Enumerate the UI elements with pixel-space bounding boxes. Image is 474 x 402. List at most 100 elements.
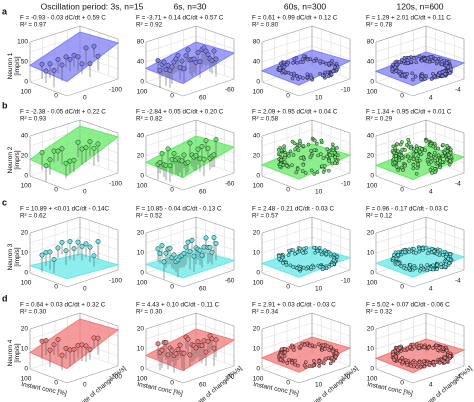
data-point bbox=[301, 144, 306, 148]
data-point bbox=[302, 342, 307, 347]
data-point bbox=[442, 249, 447, 254]
z-tick-label: 40 bbox=[21, 133, 29, 140]
data-point bbox=[187, 140, 193, 146]
data-point bbox=[39, 338, 45, 344]
data-point bbox=[157, 251, 163, 256]
x-tick-label: 0 bbox=[400, 187, 404, 194]
z-tick-label: 20 bbox=[137, 153, 145, 160]
data-point bbox=[169, 64, 175, 70]
z-tick-label: 0 bbox=[140, 173, 144, 180]
data-point bbox=[305, 72, 310, 77]
data-point bbox=[55, 148, 61, 154]
box-edge bbox=[79, 226, 119, 241]
data-point bbox=[301, 265, 306, 270]
data-point bbox=[438, 165, 443, 170]
y-axis-label-line: Neuron 4 bbox=[7, 339, 14, 366]
z-tick-label: 0 bbox=[140, 366, 144, 373]
data-point bbox=[309, 75, 313, 80]
data-point bbox=[428, 143, 433, 148]
box-edge bbox=[412, 269, 465, 288]
row-letter: c bbox=[2, 197, 7, 207]
data-point bbox=[301, 54, 306, 59]
data-point bbox=[327, 168, 331, 173]
data-point bbox=[417, 246, 422, 251]
box-edge bbox=[145, 81, 184, 97]
data-point bbox=[197, 247, 203, 253]
data-point bbox=[411, 166, 416, 171]
z-tick-label: 20 bbox=[21, 230, 29, 237]
panel: F = 2.91 + 0.03 dC/dt - 0.03 CR² = 0.34 2… bbox=[252, 302, 360, 402]
y-axis-label-line: [imp/s] bbox=[14, 150, 21, 169]
data-point bbox=[203, 349, 209, 355]
data-point bbox=[59, 239, 65, 245]
box-edge bbox=[375, 35, 427, 53]
data-point bbox=[286, 153, 291, 158]
z-tick-label: 100 bbox=[17, 39, 28, 46]
data-point bbox=[297, 143, 302, 148]
box-edge bbox=[195, 216, 235, 231]
data-point bbox=[282, 144, 287, 149]
equation: F = 0.96 - 0.17 dC/dt - 0.03 C bbox=[366, 206, 449, 213]
data-point bbox=[447, 261, 452, 266]
x-tick-label: 0 bbox=[54, 187, 58, 194]
r-squared: R² = 0.57 bbox=[252, 213, 279, 220]
r-squared: R² = 0.29 bbox=[366, 116, 393, 123]
r-squared: R² = 0.32 bbox=[366, 309, 393, 316]
data-point bbox=[445, 143, 449, 148]
box-edge bbox=[145, 216, 197, 234]
data-point bbox=[167, 163, 173, 168]
column-header: 120s, n=600 bbox=[396, 1, 443, 11]
x-tick-label: 0 bbox=[400, 380, 404, 387]
data-point bbox=[175, 53, 181, 58]
z-tick-label: 20 bbox=[21, 326, 29, 333]
data-point bbox=[420, 246, 425, 251]
box-edge bbox=[182, 269, 235, 288]
box-edge bbox=[311, 322, 351, 337]
data-point bbox=[444, 157, 449, 162]
data-point bbox=[298, 75, 302, 79]
data-point bbox=[207, 244, 213, 250]
data-point bbox=[402, 55, 407, 60]
data-point bbox=[442, 58, 447, 63]
data-point bbox=[293, 147, 297, 152]
data-point bbox=[423, 148, 428, 153]
equation: F = 1.34 + 0.95 dC/dt + 0.01 C bbox=[366, 109, 452, 116]
data-point bbox=[317, 364, 322, 368]
data-point bbox=[330, 355, 334, 360]
data-point bbox=[433, 56, 438, 61]
row-letter: b bbox=[2, 100, 8, 110]
y-tick-label: 10 bbox=[315, 189, 323, 196]
data-point bbox=[405, 362, 409, 367]
box-edge bbox=[425, 216, 465, 231]
data-point bbox=[400, 156, 404, 160]
data-point bbox=[63, 345, 69, 351]
box-edge bbox=[145, 129, 197, 147]
data-point bbox=[309, 168, 314, 173]
data-point bbox=[429, 77, 434, 81]
data-point bbox=[334, 61, 339, 66]
data-point bbox=[278, 357, 283, 362]
regression-plane bbox=[28, 125, 120, 177]
box-edge bbox=[375, 322, 427, 340]
x-axis-label: Instant conc [%] bbox=[137, 381, 184, 398]
data-point bbox=[213, 137, 219, 143]
equation: F = -2.38 - 0.05 dC/dt + 0.22 C bbox=[20, 109, 106, 116]
data-point bbox=[412, 266, 417, 271]
data-point bbox=[435, 251, 440, 256]
y-tick-label: -100 bbox=[109, 181, 122, 188]
data-point bbox=[281, 69, 286, 73]
data-point bbox=[155, 341, 161, 347]
y-axis-label-line: [imp/s] bbox=[14, 343, 21, 362]
data-point bbox=[392, 358, 396, 362]
data-point bbox=[320, 164, 324, 169]
data-point bbox=[436, 146, 441, 151]
data-point bbox=[285, 361, 290, 365]
data-point bbox=[47, 61, 53, 67]
y-tick-label: 60 bbox=[199, 286, 207, 293]
data-point bbox=[199, 252, 205, 258]
data-point bbox=[203, 235, 209, 241]
x-tick-label: 0 bbox=[170, 93, 174, 100]
data-point bbox=[59, 352, 65, 358]
data-point bbox=[410, 342, 415, 347]
data-point bbox=[437, 360, 442, 365]
